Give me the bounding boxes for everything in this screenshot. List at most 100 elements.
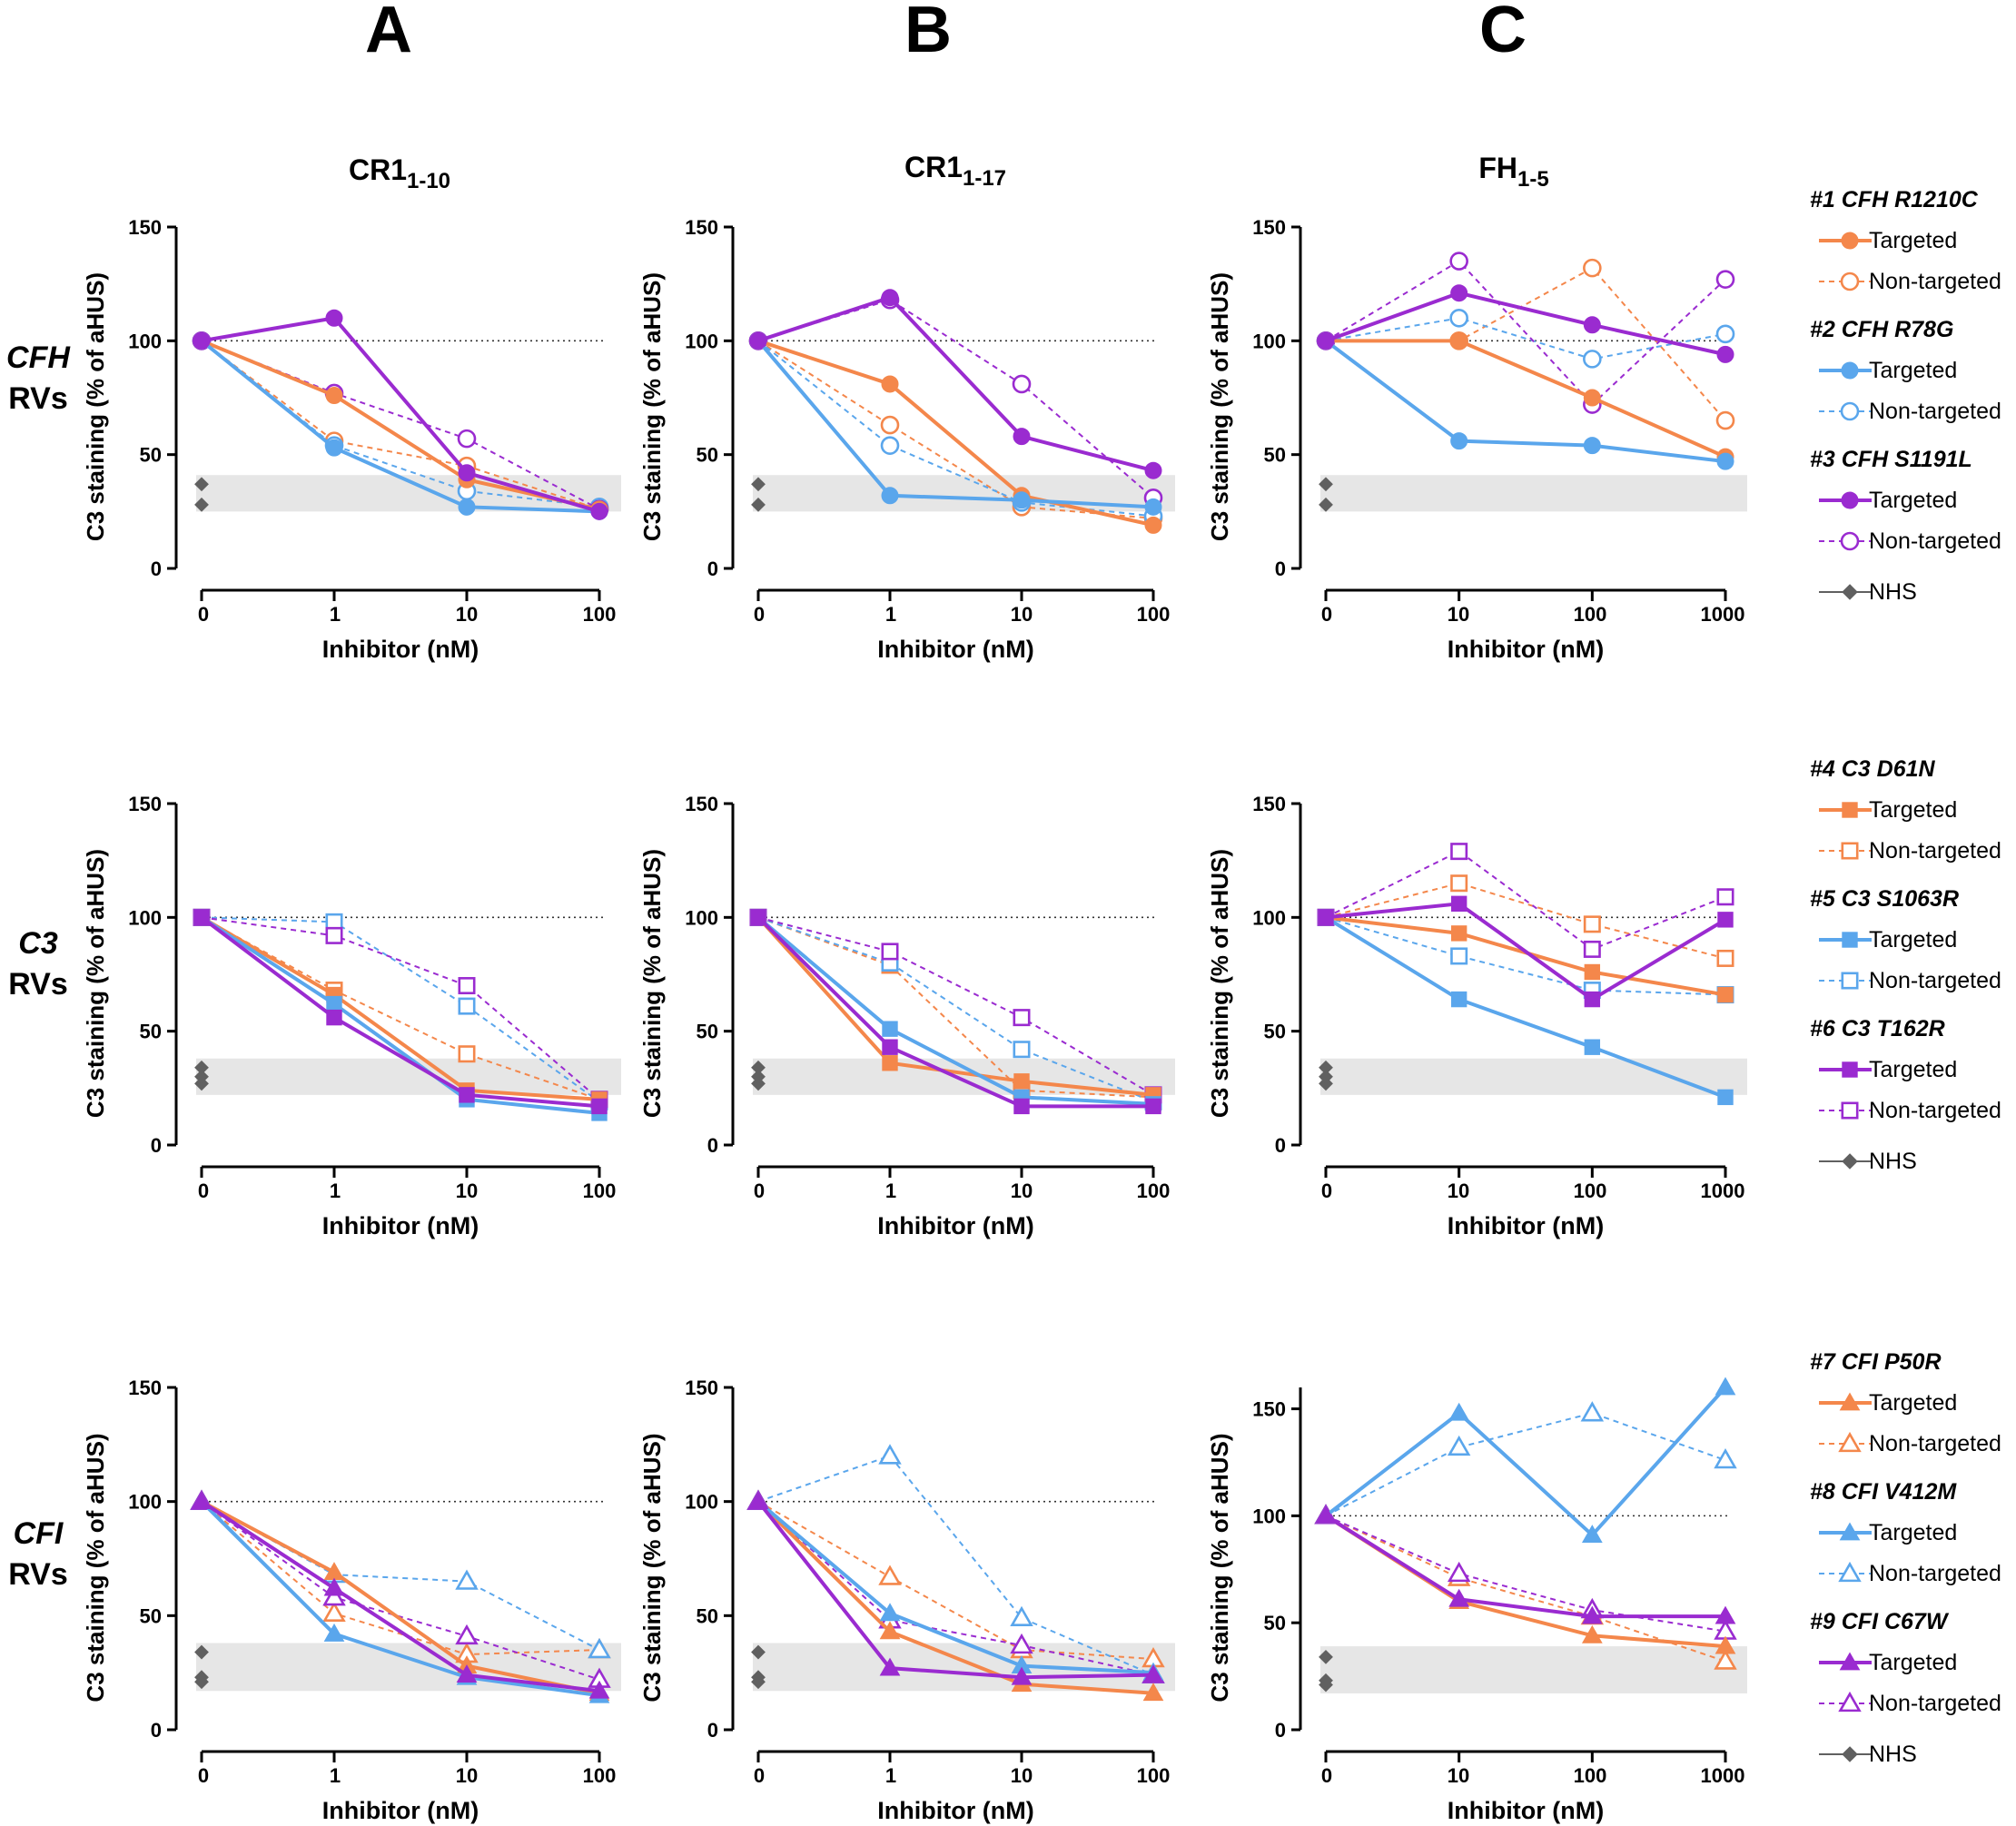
data-point-purple-targeted — [1584, 991, 1601, 1008]
data-point-purple-targeted — [193, 909, 210, 926]
chart-panel-2-1: 0 50 100 150 0 1 10 100 Inhibitor (nM) C3 stainin… — [82, 793, 621, 1239]
y-tick-label: 100 — [1252, 330, 1286, 352]
series-line-blue-targeted — [200, 1500, 600, 1698]
y-tick-label: 100 — [1252, 1505, 1286, 1527]
series-line-orange-nontargeted — [757, 340, 1154, 519]
data-point-purple-targeted — [1011, 1666, 1033, 1685]
series-line-orange-targeted — [201, 1499, 600, 1695]
data-point-blue-targeted — [1581, 1525, 1603, 1543]
y-tick-label: 150 — [685, 1377, 718, 1399]
series-line-purple-targeted — [757, 295, 1154, 473]
legend-label-nontargeted: Non-targeted — [1869, 528, 2001, 554]
data-point-orange-nontargeted — [880, 415, 900, 435]
legend-marker-targeted — [1839, 1392, 1861, 1411]
data-point-orange-targeted — [1144, 516, 1162, 534]
nhs-range-band — [196, 1058, 621, 1095]
x-tick-label: 0 — [198, 1764, 209, 1787]
x-tick-label: 1000 — [1701, 1764, 1745, 1787]
data-point-purple-targeted — [1715, 1605, 1736, 1624]
nhs-range-band — [1320, 1058, 1747, 1095]
data-point-purple-targeted — [879, 1657, 901, 1676]
x-tick-label: 10 — [1011, 1179, 1033, 1202]
legend-marker-targeted — [1842, 802, 1858, 818]
x-tick-label: 100 — [583, 1764, 617, 1787]
series-line-purple-targeted — [200, 915, 600, 1109]
data-point-purple-targeted — [1450, 284, 1468, 302]
legend-group-title: #8 CFI V412M — [1810, 1479, 1957, 1505]
x-tick-label: 10 — [456, 1179, 478, 1202]
x-tick-label: 1 — [330, 1764, 341, 1787]
y-axis-title: C3 staining (% of aHUS) — [1206, 849, 1233, 1118]
column-title-main: CR1 — [349, 153, 407, 186]
data-point-purple-targeted — [1581, 1605, 1603, 1624]
x-tick-label: 100 — [1137, 1179, 1171, 1202]
series-line-blue-targeted — [756, 915, 1154, 1106]
data-point-purple-targeted — [1318, 909, 1334, 926]
nhs-point — [751, 1670, 766, 1685]
x-tick-label: 1 — [330, 603, 341, 626]
data-point-blue-targeted — [1717, 1089, 1734, 1106]
data-point-blue-targeted — [458, 498, 476, 516]
data-point-orange-nontargeted — [322, 1601, 346, 1622]
x-tick-label: 10 — [1011, 1764, 1033, 1787]
legend-label-nhs: NHS — [1869, 1742, 1917, 1767]
y-tick-label: 150 — [1252, 216, 1286, 239]
legend-marker-targeted — [1842, 1061, 1858, 1078]
data-point-purple-targeted — [323, 1577, 345, 1596]
data-point-orange-nontargeted — [1583, 258, 1602, 278]
legend-label-nontargeted: Non-targeted — [1869, 1561, 2001, 1586]
data-point-purple-targeted — [588, 1680, 610, 1699]
x-tick-label: 1000 — [1701, 1179, 1745, 1202]
data-point-blue-nontargeted — [878, 1444, 902, 1465]
legend-label-targeted: Targeted — [1869, 1520, 1957, 1545]
series-line-orange-nontargeted — [201, 340, 600, 510]
nhs-range-band — [753, 1643, 1175, 1692]
data-point-purple-targeted — [459, 1087, 475, 1103]
data-point-purple-nontargeted — [1010, 1633, 1033, 1654]
x-tick-label: 100 — [583, 1179, 617, 1202]
series-line-blue-targeted — [200, 915, 600, 1115]
x-tick-label: 10 — [1448, 1179, 1469, 1202]
x-axis-title: Inhibitor (nM) — [1448, 1797, 1604, 1824]
x-tick-label: 1 — [330, 1179, 341, 1202]
data-point-orange-nontargeted — [878, 1564, 902, 1585]
data-point-purple-targeted — [1716, 345, 1734, 363]
legend-label-nhs: NHS — [1869, 1149, 1917, 1174]
column-title-sub: 1-17 — [963, 166, 1006, 191]
series-line-blue-targeted — [756, 340, 1154, 509]
chart-panel-1-2: 0 50 100 150 0 1 10 100 Inhibitor (nM) C3 stainin… — [638, 216, 1175, 663]
series-line-orange-nontargeted — [201, 916, 600, 1101]
y-tick-label: 0 — [1275, 558, 1286, 580]
data-point-purple-nontargeted — [455, 1624, 479, 1645]
series-line-orange-nontargeted — [1325, 1515, 1726, 1663]
legend-group-title: #5 C3 S1063R — [1810, 886, 1959, 912]
data-point-purple-targeted — [1717, 912, 1734, 928]
legend-marker-targeted — [1841, 491, 1859, 509]
data-point-purple-targeted — [1315, 1505, 1337, 1524]
legend-marker-targeted — [1841, 361, 1859, 380]
series-line-orange-targeted — [756, 915, 1154, 1097]
y-tick-label: 0 — [1275, 1134, 1286, 1157]
legend-label-targeted: Targeted — [1869, 358, 1957, 383]
nhs-point — [751, 1644, 766, 1660]
row-label-c3-suffix: RVs — [8, 967, 68, 1002]
legend-label-nontargeted: Non-targeted — [1869, 399, 2001, 424]
data-point-blue-targeted — [1716, 452, 1734, 470]
x-tick-label: 0 — [198, 1179, 209, 1202]
legend-marker-nontargeted — [1840, 401, 1860, 421]
nhs-point — [1319, 1673, 1333, 1688]
nhs-point — [194, 477, 209, 492]
data-point-purple-targeted — [749, 331, 767, 350]
data-point-blue-targeted — [1448, 1402, 1470, 1421]
data-point-purple-nontargeted — [325, 926, 343, 944]
data-point-blue-targeted — [325, 439, 343, 457]
data-point-purple-targeted — [1448, 1588, 1470, 1607]
y-axis-title: C3 staining (% of aHUS) — [1206, 1433, 1233, 1702]
data-point-blue-nontargeted — [880, 436, 900, 455]
x-tick-label: 10 — [1448, 603, 1469, 626]
data-point-purple-nontargeted — [1449, 252, 1468, 271]
y-tick-label: 150 — [1252, 793, 1286, 815]
column-title-cr1-1-17: CR11-17 — [904, 151, 1006, 191]
column-letter-b: B — [904, 0, 952, 66]
data-point-blue-targeted — [1450, 432, 1468, 450]
